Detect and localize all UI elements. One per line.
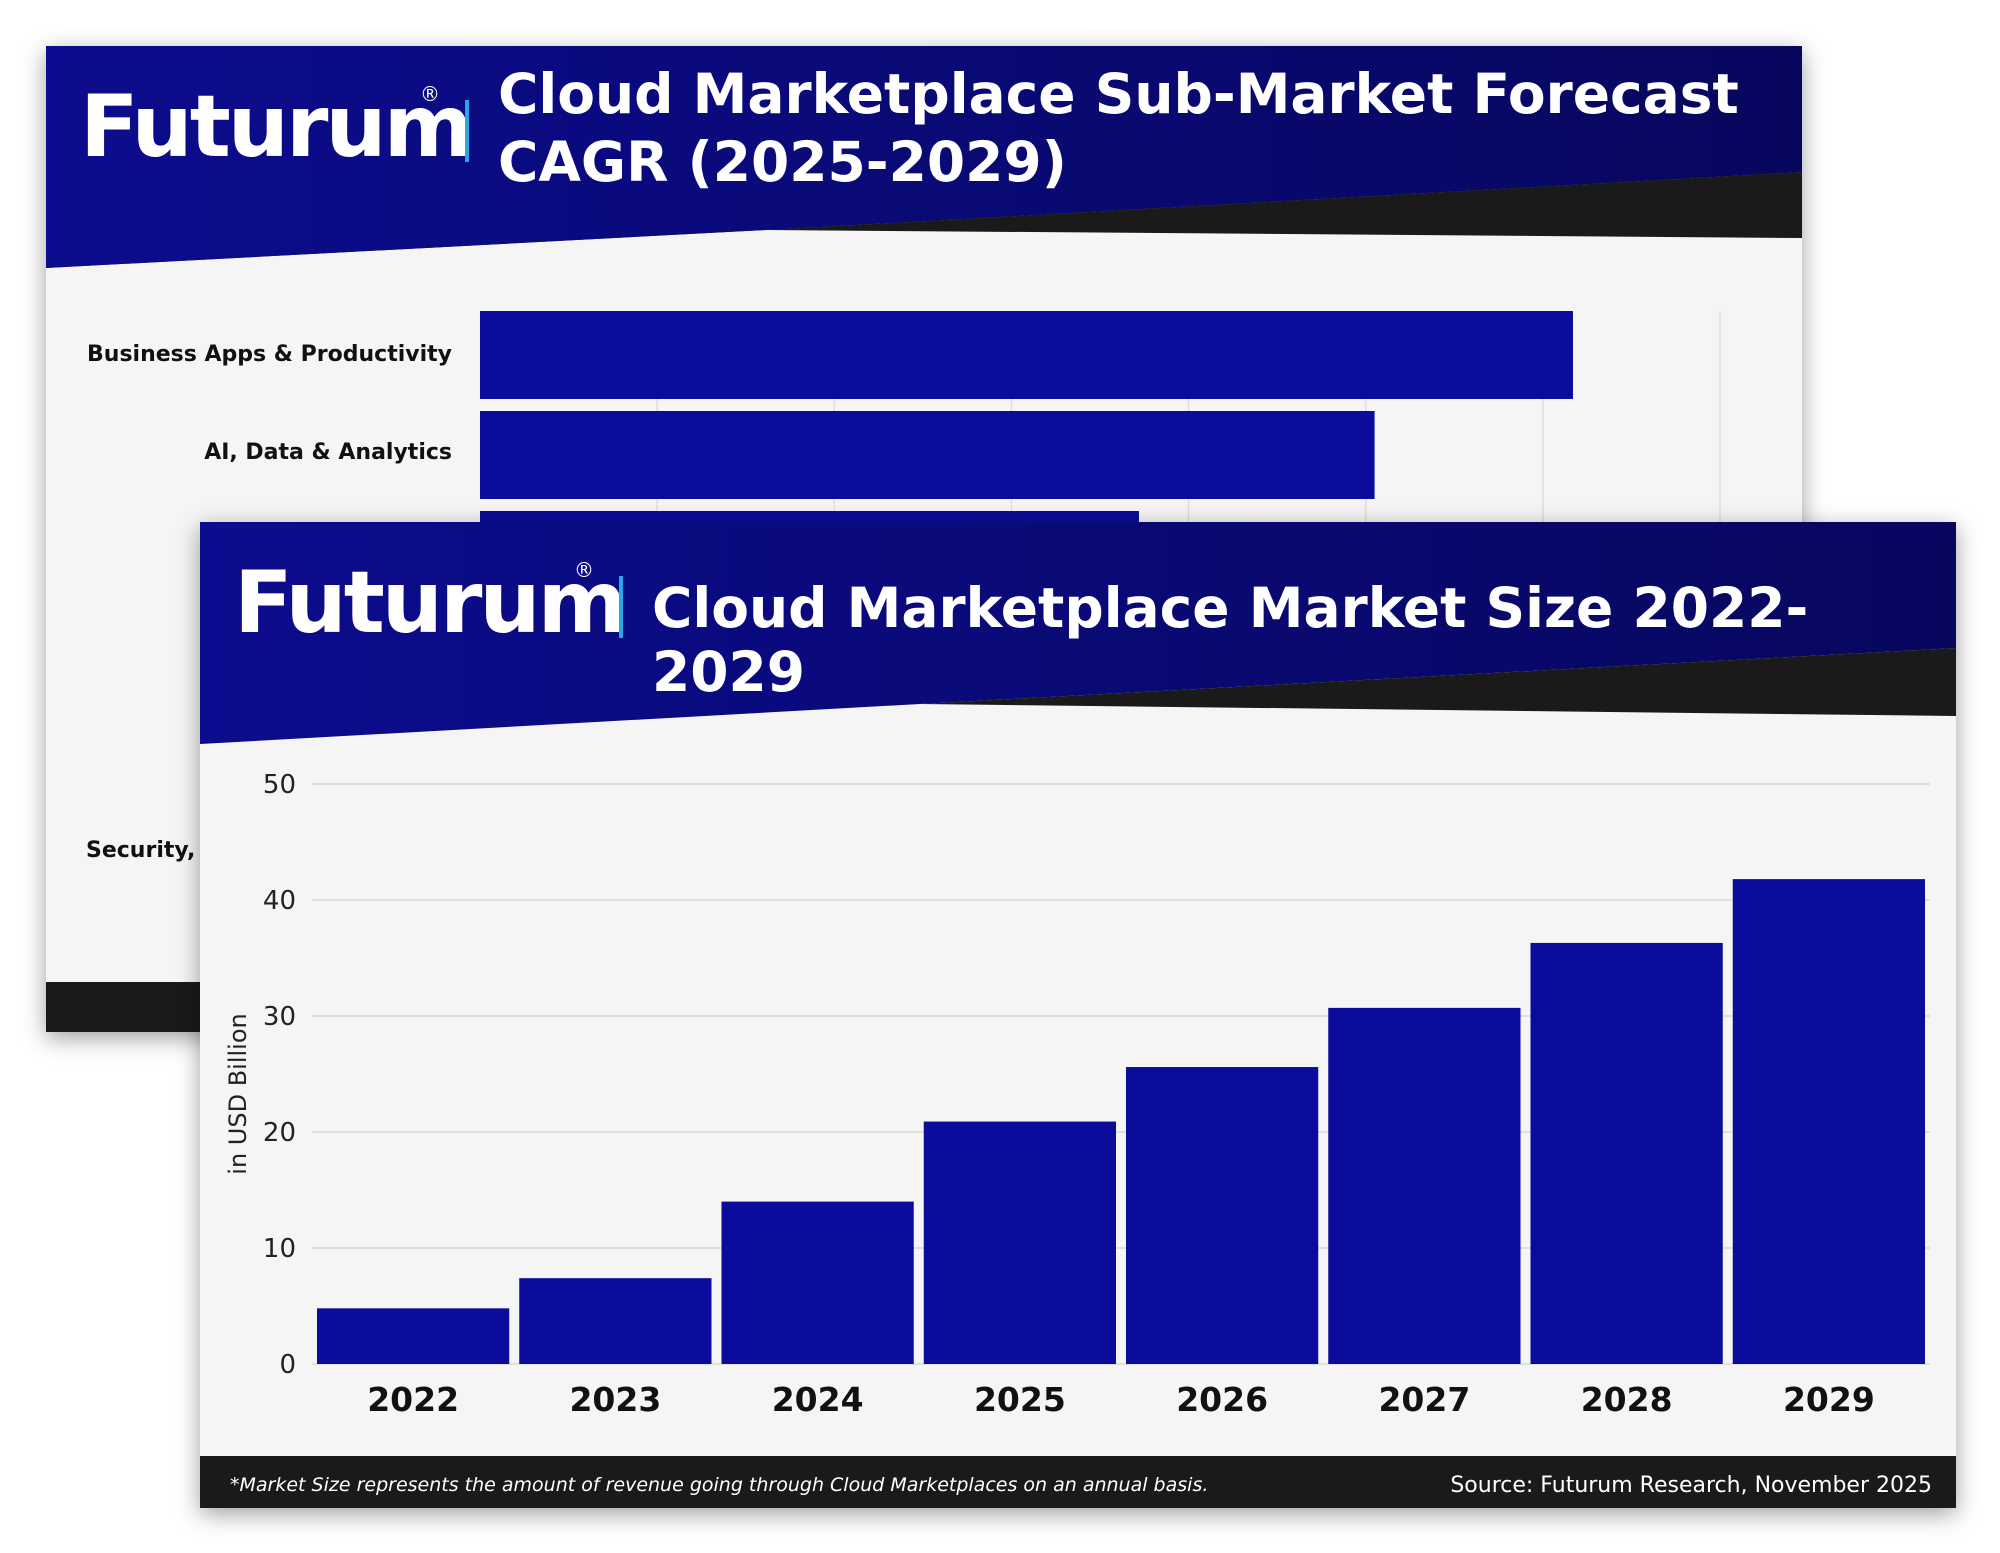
- front-header-blue: [200, 522, 1956, 744]
- x-tick-label: 2026: [1176, 1380, 1268, 1419]
- futurum-logo: Futurum: [80, 77, 473, 177]
- y-axis-label: in USD Billion: [224, 1013, 252, 1174]
- back-title-line1: Cloud Marketplace Sub-Market Forecast: [498, 62, 1739, 126]
- front-chart-card: Futurum ® Cloud Marketplace Market Size …: [200, 522, 1956, 1508]
- footnote: *Market Size represents the amount of re…: [230, 1474, 1209, 1496]
- y-tick-label: 0: [279, 1350, 296, 1380]
- y-tick-label: 20: [263, 1118, 296, 1148]
- x-tick-label: 2023: [569, 1380, 661, 1419]
- x-tick-label: 2022: [367, 1380, 459, 1419]
- front-bar-chart: 0 10 20 30 40 50 in USD Billion 2022 2023 2024 202…: [224, 770, 1930, 1419]
- bar-2024: [721, 1201, 914, 1364]
- front-footer-bar: *Market Size represents the amount of re…: [200, 1456, 1956, 1508]
- y-tick-label: 40: [263, 886, 296, 916]
- y-tick-label: 10: [263, 1234, 296, 1264]
- logo-divider: [465, 100, 469, 162]
- x-tick-label: 2029: [1783, 1380, 1875, 1419]
- back-hbar: [480, 311, 1573, 399]
- back-title-line2: CAGR (2025-2029): [498, 130, 1067, 194]
- source-note: Source: Futurum Research, November 2025: [1450, 1473, 1932, 1498]
- front-header-banner: [200, 522, 1956, 744]
- hbar-label-ai-data: AI, Data & Analytics: [204, 440, 452, 465]
- back-hbar: [480, 411, 1375, 499]
- bar-2029: [1732, 879, 1925, 1364]
- hbar-label-business-apps: Business Apps & Productivity: [87, 342, 452, 367]
- x-tick-label: 2028: [1581, 1380, 1673, 1419]
- bar-2025: [923, 1121, 1116, 1364]
- back-header-banner: [46, 46, 1802, 268]
- x-tick-label: 2024: [772, 1380, 864, 1419]
- bar-2027: [1328, 1007, 1521, 1364]
- back-header-accent: [766, 172, 1802, 238]
- registered-mark-front: ®: [574, 558, 594, 582]
- bar-2028: [1530, 942, 1723, 1364]
- front-title: Cloud Marketplace Market Size 2022-2029: [652, 576, 1809, 704]
- registered-mark: ®: [420, 82, 440, 106]
- front-header-accent: [920, 648, 1956, 716]
- bar-2026: [1126, 1067, 1319, 1364]
- bar-2022: [317, 1308, 510, 1364]
- x-tick-label: 2027: [1378, 1380, 1470, 1419]
- x-tick-label: 2025: [974, 1380, 1066, 1419]
- futurum-logo-front: Futurum: [234, 553, 627, 653]
- y-tick-label: 50: [263, 770, 296, 800]
- bar-2023: [519, 1278, 712, 1364]
- y-tick-label: 30: [263, 1002, 296, 1032]
- logo-divider-front: [619, 576, 623, 638]
- back-header-blue: [46, 46, 1802, 268]
